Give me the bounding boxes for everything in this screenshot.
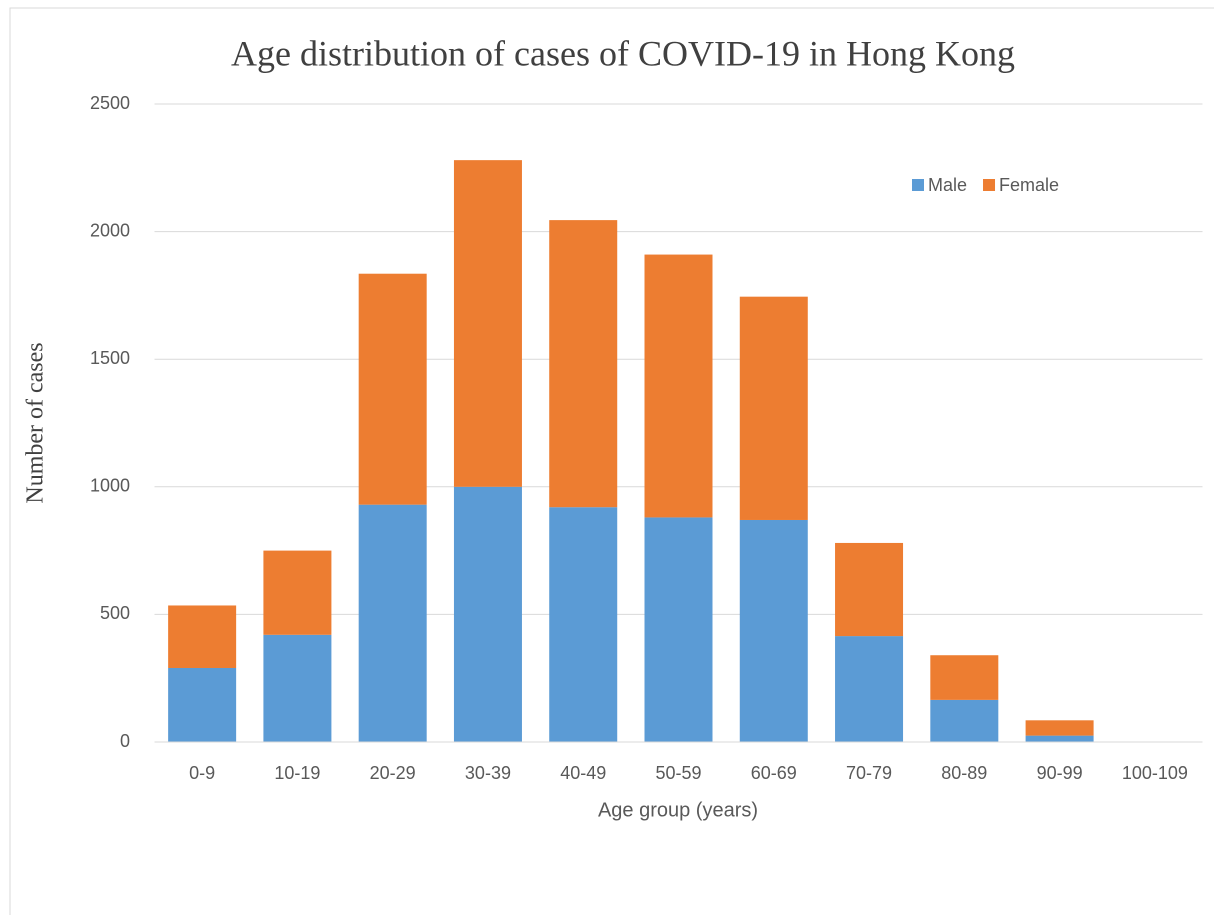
x-tick-label: 60-69 [751, 763, 797, 783]
bar-segment [930, 655, 999, 700]
bar-segment [358, 504, 427, 742]
x-tick-label: 20-29 [370, 763, 416, 783]
bar-segment [549, 507, 618, 742]
bar-segment [168, 605, 237, 668]
y-tick-label: 0 [120, 731, 130, 751]
bar-segment [739, 519, 808, 742]
bar-segment [358, 273, 427, 505]
y-tick-label: 2500 [90, 93, 130, 113]
x-tick-label: 40-49 [560, 763, 606, 783]
x-tick-label: 80-89 [941, 763, 987, 783]
bar-segment [263, 550, 332, 635]
y-axis-label: Number of cases [23, 342, 49, 503]
x-tick-label: 30-39 [465, 763, 511, 783]
bar-segment [453, 486, 522, 742]
y-tick-label: 1500 [90, 348, 130, 368]
bar-segment [453, 160, 522, 487]
legend-swatch [912, 179, 924, 191]
bar-segment [1025, 720, 1094, 736]
x-axis-label: Age group (years) [598, 799, 758, 821]
x-tick-label: 70-79 [846, 763, 892, 783]
x-tick-label: 90-99 [1037, 763, 1083, 783]
x-tick-label: 0-9 [189, 763, 215, 783]
x-tick-label: 10-19 [274, 763, 320, 783]
bar-segment [644, 254, 713, 518]
chart-title: Age distribution of cases of COVID-19 in… [231, 33, 1015, 73]
x-tick-label: 50-59 [655, 763, 701, 783]
y-tick-label: 2000 [90, 220, 130, 240]
bar-segment [263, 634, 332, 742]
bar-segment [168, 667, 237, 742]
y-tick-label: 1000 [90, 476, 130, 496]
bar-segment [549, 220, 618, 508]
bar-segment [835, 542, 904, 637]
bar-segment [644, 517, 713, 742]
x-tick-label: 100-109 [1122, 763, 1188, 783]
bar-segment [739, 296, 808, 520]
legend-label: Male [928, 175, 967, 195]
bar-segment [835, 636, 904, 742]
y-tick-label: 500 [100, 603, 130, 623]
bar-segment [1025, 735, 1094, 742]
legend-label: Female [999, 175, 1059, 195]
legend-swatch [983, 179, 996, 191]
bar-segment [930, 699, 999, 742]
